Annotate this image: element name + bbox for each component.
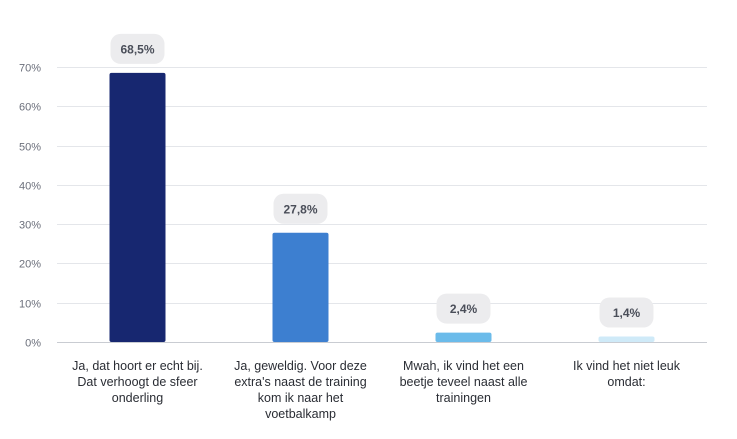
category-label-line: Mwah, ik vind het een	[403, 359, 524, 373]
category-label-line: kom ik naar het	[258, 391, 344, 405]
category-label-line: Ik vind het niet leuk	[573, 359, 681, 373]
bar[interactable]	[598, 336, 655, 343]
category-label-line: trainingen	[436, 391, 491, 405]
category-label: Ja, geweldig. Voor deze extra's naast de …	[234, 359, 367, 421]
category-label-line: Ja, geweldig. Voor deze	[234, 359, 367, 373]
value-label-pill	[110, 33, 165, 64]
bar[interactable]	[109, 72, 166, 343]
y-tick-label: 20%	[19, 259, 41, 271]
category-label-line: extra's naast de training	[234, 375, 366, 389]
y-tick-label: 10%	[19, 299, 41, 311]
category-label: Ik vind het niet leuk omdat:	[573, 359, 681, 389]
y-tick-label: 40%	[19, 181, 41, 193]
value-label-pill	[599, 297, 654, 328]
bars	[109, 72, 655, 343]
category-label-line: Ja, dat hoort er echt bij.	[72, 359, 203, 373]
value-label: 27,8%	[283, 202, 317, 216]
y-tick-label: 30%	[19, 220, 41, 232]
value-label-pill	[436, 293, 491, 324]
category-labels: Ja, dat hoort er echt bij. Dat verhoogt d…	[72, 359, 681, 421]
y-tick-label: 0%	[25, 338, 41, 350]
value-label: 2,4%	[450, 302, 478, 316]
y-tick-label: 60%	[19, 102, 41, 114]
value-labels: 68,5% 27,8% 2,4% 1,4%	[110, 33, 654, 328]
y-tick-label: 70%	[19, 63, 41, 75]
bar[interactable]	[435, 332, 492, 342]
value-label: 68,5%	[120, 42, 154, 56]
y-tick-label: 50%	[19, 142, 41, 154]
category-label-line: Dat verhoogt de sfeer	[77, 375, 197, 389]
category-label-line: voetbalkamp	[265, 407, 336, 421]
category-label-line: omdat:	[607, 375, 645, 389]
value-label-pill	[273, 193, 328, 224]
value-label: 1,4%	[613, 306, 641, 320]
y-axis-ticks: 0% 10% 20% 30% 40% 50% 60% 70%	[19, 63, 41, 350]
category-label: Mwah, ik vind het een beetje teveel naast…	[400, 359, 528, 405]
category-label-line: beetje teveel naast alle	[400, 375, 528, 389]
category-label: Ja, dat hoort er echt bij. Dat verhoogt d…	[72, 359, 203, 405]
category-label-line: onderling	[112, 391, 163, 405]
bar[interactable]	[272, 232, 329, 342]
